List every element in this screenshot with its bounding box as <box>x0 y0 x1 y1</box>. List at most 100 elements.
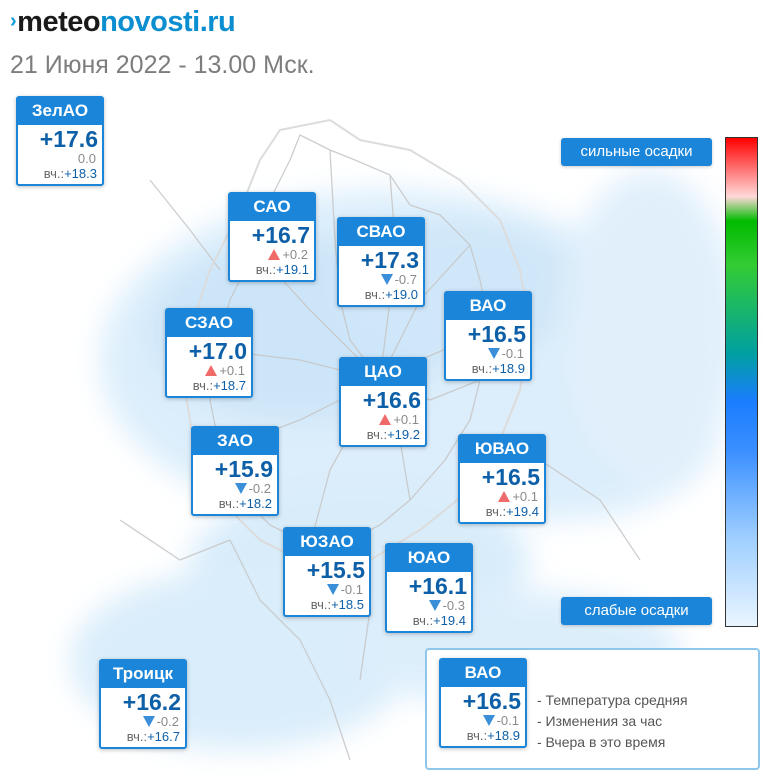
hourly-change: -0.7 <box>339 273 423 287</box>
district-card-svao[interactable]: СВАО +17.3 -0.7 вч.:+19.0 <box>337 217 425 307</box>
yesterday-value: +18.7 <box>213 378 246 393</box>
avg-temperature: +17.6 <box>39 126 98 152</box>
avg-temperature: +16.7 <box>251 222 310 248</box>
hourly-change-value: +0.1 <box>393 412 419 427</box>
avg-temperature: +16.5 <box>467 321 526 347</box>
district-name: ВАО <box>441 660 525 687</box>
district-name: ЮАО <box>387 545 471 572</box>
district-card-cao[interactable]: ЦАО +16.6 +0.1 вч.:+19.2 <box>339 357 427 447</box>
hourly-change: -0.1 <box>285 583 369 597</box>
district-card-sao[interactable]: САО +16.7 +0.2 вч.:+19.1 <box>228 192 316 282</box>
hourly-change-value: 0.0 <box>77 151 96 166</box>
yesterday-value: +19.1 <box>276 262 309 277</box>
yesterday-temperature: вч.:+18.7 <box>167 378 251 396</box>
avg-temperature: +16.5 <box>462 688 521 714</box>
logo-text-part1: meteo <box>17 6 101 38</box>
site-logo[interactable]: ›meteonovosti.ru <box>10 6 236 39</box>
district-card-troitsk[interactable]: Троицк +16.2 -0.2 вч.:+16.7 <box>99 659 187 749</box>
yesterday-value: +19.4 <box>433 613 466 628</box>
avg-temperature: +17.3 <box>360 247 419 273</box>
yesterday-label: вч.: <box>412 613 434 628</box>
heavy-precip-label: сильные осадки <box>561 138 712 166</box>
yesterday-value: +18.5 <box>331 597 364 612</box>
fall-arrow-icon <box>326 584 339 595</box>
yesterday-temperature: вч.:+19.2 <box>341 427 425 445</box>
fall-arrow-icon <box>428 600 441 611</box>
legend-box: ВАО +16.5 -0.1 вч.:+18.9 - Температура с… <box>425 648 760 770</box>
yesterday-label: вч.: <box>126 729 148 744</box>
fall-arrow-icon <box>142 716 155 727</box>
avg-temperature: +16.5 <box>481 464 540 490</box>
avg-temperature: +15.9 <box>214 456 273 482</box>
fall-arrow-icon <box>487 348 500 359</box>
yesterday-temperature: вч.:+19.1 <box>230 262 314 280</box>
hourly-change-value: -0.1 <box>496 713 519 728</box>
district-name: ЮВАО <box>460 436 544 463</box>
district-card-yuzao[interactable]: ЮЗАО +15.5 -0.1 вч.:+18.5 <box>283 527 371 617</box>
rise-arrow-icon <box>498 491 511 502</box>
yesterday-value: +18.9 <box>487 728 520 743</box>
yesterday-temperature: вч.:+18.5 <box>285 597 369 615</box>
district-name: ВАО <box>446 293 530 320</box>
rise-arrow-icon <box>379 414 392 425</box>
yesterday-label: вч.: <box>192 378 214 393</box>
logo-mark-icon: › <box>10 10 17 32</box>
yesterday-label: вч.: <box>43 166 65 181</box>
rise-arrow-icon <box>205 365 218 376</box>
yesterday-temperature: вч.:+18.9 <box>446 361 530 379</box>
district-name: Троицк <box>101 661 185 688</box>
hourly-change: -0.1 <box>441 714 525 728</box>
district-name: ЦАО <box>341 359 425 386</box>
hourly-change: 0.0 <box>18 152 102 166</box>
district-name: СЗАО <box>167 310 251 337</box>
yesterday-value: +19.0 <box>385 287 418 302</box>
hourly-change-value: -0.7 <box>394 272 417 287</box>
district-name: САО <box>230 194 314 221</box>
hourly-change: -0.2 <box>193 482 277 496</box>
yesterday-value: +18.2 <box>239 496 272 511</box>
district-card-szao[interactable]: СЗАО +17.0 +0.1 вч.:+18.7 <box>165 308 253 398</box>
legend-temp-description: - Температура средняя <box>537 692 688 708</box>
hourly-change: +0.1 <box>460 490 544 504</box>
yesterday-value: +19.4 <box>506 504 539 519</box>
yesterday-temperature: вч.:+16.7 <box>101 729 185 747</box>
avg-temperature: +17.0 <box>188 338 247 364</box>
yesterday-temperature: вч.:+19.4 <box>460 504 544 522</box>
hourly-change-value: +0.2 <box>282 247 308 262</box>
light-precip-label: слабые осадки <box>561 597 712 625</box>
hourly-change-value: +0.1 <box>219 363 245 378</box>
yesterday-value: +19.2 <box>387 427 420 442</box>
district-card-yuao[interactable]: ЮАО +16.1 -0.3 вч.:+19.4 <box>385 543 473 633</box>
avg-temperature: +15.5 <box>306 557 365 583</box>
forecast-datetime: 21 Июня 2022 - 13.00 Мск. <box>10 51 315 79</box>
yesterday-label: вч.: <box>466 728 488 743</box>
district-card-zelao[interactable]: ЗелАО +17.6 0.0 вч.:+18.3 <box>16 96 104 186</box>
fall-arrow-icon <box>482 715 495 726</box>
yesterday-value: +18.3 <box>64 166 97 181</box>
yesterday-temperature: вч.:+18.2 <box>193 496 277 514</box>
fall-arrow-icon <box>234 483 247 494</box>
yesterday-value: +18.9 <box>492 361 525 376</box>
yesterday-label: вч.: <box>218 496 240 511</box>
legend-yesterday-description: - Вчера в это время <box>537 734 666 750</box>
yesterday-label: вч.: <box>366 427 388 442</box>
district-card-yuvao[interactable]: ЮВАО +16.5 +0.1 вч.:+19.4 <box>458 434 546 524</box>
district-name: ЮЗАО <box>285 529 369 556</box>
yesterday-label: вч.: <box>255 262 277 277</box>
hourly-change-value: +0.1 <box>512 489 538 504</box>
yesterday-label: вч.: <box>310 597 332 612</box>
district-card-zao[interactable]: ЗАО +15.9 -0.2 вч.:+18.2 <box>191 426 279 516</box>
hourly-change-value: -0.1 <box>340 582 363 597</box>
precip-intensity-scale <box>725 137 758 627</box>
fall-arrow-icon <box>380 274 393 285</box>
yesterday-temperature: вч.:+18.9 <box>441 728 525 746</box>
hourly-change-value: -0.3 <box>442 598 465 613</box>
district-card-vao[interactable]: ВАО +16.5 -0.1 вч.:+18.9 <box>444 291 532 381</box>
yesterday-label: вч.: <box>364 287 386 302</box>
yesterday-value: +16.7 <box>147 729 180 744</box>
district-name: ЗелАО <box>18 98 102 125</box>
hourly-change: +0.1 <box>341 413 425 427</box>
district-name: ЗАО <box>193 428 277 455</box>
hourly-change: +0.2 <box>230 248 314 262</box>
avg-temperature: +16.6 <box>362 387 421 413</box>
